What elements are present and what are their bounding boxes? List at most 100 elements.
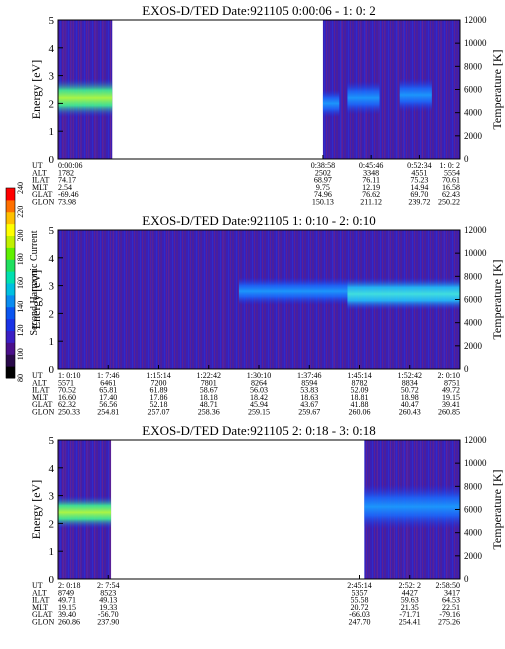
colorbar-swatch <box>6 235 15 248</box>
tick-value: 74.17 <box>58 176 76 185</box>
y-axis-label: Energy [eV] <box>29 270 43 329</box>
tick-value: 70.61 <box>442 176 460 185</box>
y2-tick-label: 2000 <box>464 551 483 561</box>
tick-value: 8749 <box>58 588 74 597</box>
y-tick-label: 2 <box>49 518 55 530</box>
tick-value: 68.97 <box>314 176 332 185</box>
tick-value: 260.06 <box>349 408 371 417</box>
row-label: UT <box>32 371 43 380</box>
tick-value: 19.33 <box>99 603 117 612</box>
tick-value: 1782 <box>58 168 74 177</box>
tick-value: 2:45:14 <box>347 581 371 590</box>
tick-value: 5357 <box>352 588 368 597</box>
colorbar-swatch <box>6 199 15 213</box>
y2-tick-label: 12000 <box>464 15 487 25</box>
tick-value: 12.19 <box>362 183 380 192</box>
tick-value: 1:30:10 <box>247 371 271 380</box>
y2-tick-label: 2000 <box>464 131 483 141</box>
colorbar-tick-label: 140 <box>16 301 25 313</box>
tick-value: 76.11 <box>362 176 380 185</box>
y-tick-label: 3 <box>49 71 55 83</box>
y-tick-label: 0 <box>49 574 55 586</box>
tick-value: 254.41 <box>399 618 421 627</box>
row-label: ILAT <box>32 386 49 395</box>
tick-value: 5554 <box>444 168 460 177</box>
y2-tick-label: 0 <box>464 364 469 374</box>
tick-value: 150.13 <box>312 198 334 207</box>
colorbar-swatch <box>6 271 15 284</box>
tick-value: 18.18 <box>200 393 218 402</box>
energy-band <box>58 495 112 529</box>
tick-value: 1: 0:10 <box>58 371 80 380</box>
tick-value: 17.86 <box>150 393 168 402</box>
y2-tick-label: 6000 <box>464 295 483 305</box>
colorbar-swatch <box>6 366 15 379</box>
colorbar-tick-label: 200 <box>16 230 25 242</box>
y-tick-label: 3 <box>49 281 55 293</box>
row-label: MLT <box>32 603 48 612</box>
noise-streak <box>151 230 153 369</box>
tick-value: 1: 7:46 <box>97 371 119 380</box>
colorbar-swatch <box>6 354 15 367</box>
colorbar-swatch <box>6 223 15 236</box>
y-tick-label: 4 <box>49 253 55 265</box>
tick-value: 1:45:14 <box>347 371 371 380</box>
tick-value: 14.94 <box>410 183 428 192</box>
tick-value: 9.75 <box>316 183 330 192</box>
row-label: ALT <box>32 588 47 597</box>
energy-band <box>58 78 113 118</box>
tick-value: 1:37:46 <box>297 371 321 380</box>
tick-value: 259.15 <box>248 408 270 417</box>
row-label: UT <box>32 581 43 590</box>
colorbar-tick-label: 120 <box>16 325 25 337</box>
colorbar-tick-label: 180 <box>16 253 25 265</box>
y2-tick-label: 10000 <box>464 38 487 48</box>
tick-value: 250.22 <box>438 198 460 207</box>
colorbar-swatch <box>6 330 15 343</box>
y-tick-label: 0 <box>49 364 55 376</box>
colorbar-swatch <box>6 318 15 331</box>
tick-value: 18.98 <box>401 393 419 402</box>
tick-value: 59.63 <box>401 596 419 605</box>
energy-band <box>322 89 340 118</box>
tick-value: 8782 <box>352 378 368 387</box>
tick-value: 8594 <box>301 378 317 387</box>
tick-value: 70.52 <box>58 386 76 395</box>
tick-value: 2:52: 2 <box>399 581 421 590</box>
row-label: UT <box>32 161 43 170</box>
tick-value: 7801 <box>201 378 217 387</box>
y2-axis-label: Temperature [K] <box>490 259 504 339</box>
tick-value: 16.58 <box>442 183 460 192</box>
tick-value: -69.46 <box>58 190 79 199</box>
tick-value: 0:38:58 <box>311 161 335 170</box>
y2-tick-label: 10000 <box>464 458 487 468</box>
row-label: GLON <box>32 408 54 417</box>
energy-band <box>347 81 380 115</box>
y-tick-label: 0 <box>49 154 55 166</box>
tick-value: 259.67 <box>298 408 320 417</box>
y2-axis-label: Temperature [K] <box>490 469 504 549</box>
row-label: GLAT <box>32 400 53 409</box>
noise-streak <box>223 230 225 369</box>
colorbar-swatch <box>6 306 15 320</box>
noise-streak <box>341 20 343 159</box>
tick-value: 39.41 <box>442 400 460 409</box>
tick-value: 41.88 <box>351 400 369 409</box>
tick-value: 19.15 <box>58 603 76 612</box>
panel-title: EXOS-D/TED Date:921105 0:00:06 - 1: 0: 2 <box>142 3 376 18</box>
tick-value: 4551 <box>411 168 427 177</box>
y2-tick-label: 8000 <box>464 481 483 491</box>
tick-value: 4427 <box>402 588 418 597</box>
tick-value: -71.71 <box>399 610 420 619</box>
colorbar-swatch <box>6 283 15 296</box>
tick-value: 250.33 <box>58 408 80 417</box>
y-tick-label: 5 <box>49 225 55 237</box>
colorbar-swatch <box>6 294 15 308</box>
tick-value: 237.90 <box>97 618 119 627</box>
tick-value: 211.12 <box>360 198 382 207</box>
tick-value: 48.71 <box>200 400 218 409</box>
colorbar-tick-label: 160 <box>16 277 25 289</box>
panel-title: EXOS-D/TED Date:921105 1: 0:10 - 2: 0:10 <box>142 213 376 228</box>
tick-value: 61.89 <box>150 386 168 395</box>
tick-value: 6461 <box>100 378 116 387</box>
